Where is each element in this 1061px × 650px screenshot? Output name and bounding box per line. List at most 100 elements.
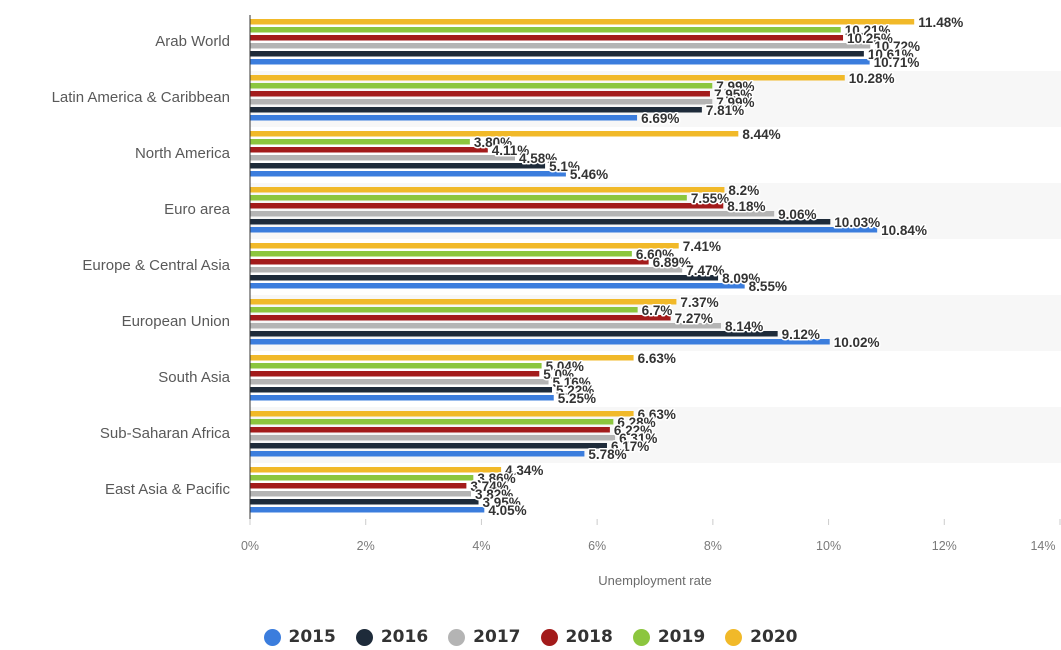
bar-2019[interactable] [250, 139, 470, 145]
legend: 2015 2016 2017 2018 2019 2020 [0, 624, 1061, 650]
legend-label: 2017 [473, 627, 521, 647]
bar-2019[interactable] [250, 475, 474, 481]
bar-2019[interactable] [250, 307, 638, 313]
tick-label: 0% [241, 539, 259, 553]
bar-2020[interactable] [250, 243, 679, 249]
bar-2019[interactable] [250, 419, 614, 425]
bar-2018[interactable] [250, 315, 671, 321]
category-label: Latin America & Caribbean [52, 89, 230, 106]
bar-2015[interactable] [250, 395, 554, 401]
bar-2016[interactable] [250, 443, 607, 449]
bar-2020[interactable] [250, 131, 739, 137]
bar-2020[interactable] [250, 411, 634, 417]
data-label: 6.7% [642, 303, 673, 318]
bar-2017[interactable] [250, 155, 515, 161]
x-axis-title: Unemployment rate [598, 573, 711, 588]
data-label: 5.04% [546, 359, 584, 374]
bar-2016[interactable] [250, 163, 546, 169]
bar-2018[interactable] [250, 147, 488, 153]
tick-label: 6% [588, 539, 606, 553]
category-label: South Asia [158, 369, 230, 386]
bar-2018[interactable] [250, 427, 610, 433]
bar-2019[interactable] [250, 195, 687, 201]
bar-2019[interactable] [250, 27, 841, 33]
data-label: 7.47% [686, 263, 724, 278]
bar-2018[interactable] [250, 35, 844, 41]
data-label: 6.31% [619, 431, 657, 446]
category-label: North America [135, 145, 231, 162]
bars-group [250, 19, 915, 513]
bar-2018[interactable] [250, 203, 724, 209]
data-label: 10.02% [834, 335, 880, 350]
data-label: 7.99% [716, 95, 754, 110]
bar-2020[interactable] [250, 299, 677, 305]
bar-2015[interactable] [250, 507, 485, 513]
data-label: 6.22% [614, 423, 652, 438]
data-label: 8.55% [749, 279, 787, 294]
bar-2020[interactable] [250, 187, 725, 193]
bar-2020[interactable] [250, 19, 915, 25]
legend-label: 2019 [657, 627, 706, 647]
category-label: Arab World [155, 33, 230, 50]
category-label: East Asia & Pacific [105, 481, 231, 498]
bar-2017[interactable] [250, 435, 616, 441]
bar-2018[interactable] [250, 91, 710, 97]
data-label: 8.44% [742, 127, 780, 142]
data-label: 6.60% [636, 247, 674, 262]
bar-2020[interactable] [250, 355, 634, 361]
bar-2015[interactable] [250, 59, 870, 65]
bar-2016[interactable] [250, 499, 479, 505]
data-label: 3.80% [474, 135, 512, 150]
bar-2019[interactable] [250, 83, 713, 89]
bar-2018[interactable] [250, 371, 540, 377]
data-label: 10.28% [849, 71, 895, 86]
legend-item-2015[interactable]: 2015 [263, 627, 336, 647]
bar-2016[interactable] [250, 219, 831, 225]
data-label: 7.41% [683, 239, 721, 254]
bar-2017[interactable] [250, 211, 775, 217]
data-labels: 11.48% 10.21%10.25%10.72%10.61%10.71%10.2… [469, 14, 965, 520]
bar-2015[interactable] [250, 339, 830, 345]
bar-2015[interactable] [250, 227, 878, 233]
legend-item-2019[interactable]: 2019 [632, 627, 706, 647]
bar-2018[interactable] [250, 483, 467, 489]
data-label: 9.12% [782, 327, 820, 342]
data-label: 5.16% [553, 375, 591, 390]
bar-2017[interactable] [250, 99, 713, 105]
legend-item-2018[interactable]: 2018 [540, 627, 613, 647]
bar-2016[interactable] [250, 387, 553, 393]
data-label: 7.95% [714, 87, 752, 102]
bar-chart: Arab World Latin America & Caribbean North… [52, 14, 1061, 588]
data-label: 7.55% [691, 191, 729, 206]
bar-2018[interactable] [250, 259, 649, 265]
legend-item-2020[interactable]: 2020 [725, 627, 797, 647]
bar-2020[interactable] [250, 75, 845, 81]
legend-dot [632, 628, 650, 646]
data-label: 10.72% [874, 39, 920, 54]
bar-2017[interactable] [250, 267, 683, 273]
bar-2016[interactable] [250, 275, 719, 281]
data-label: 6.63% [638, 351, 676, 366]
bar-2016[interactable] [250, 331, 778, 337]
bar-2017[interactable] [250, 43, 871, 49]
bar-2020[interactable] [250, 467, 502, 473]
data-label: 10.25% [847, 31, 893, 46]
bar-2016[interactable] [250, 51, 864, 57]
bar-2017[interactable] [250, 491, 472, 497]
bar-2017[interactable] [250, 379, 549, 385]
bar-2017[interactable] [250, 323, 721, 329]
category-labels: Arab World Latin America & Caribbean North… [52, 33, 231, 498]
bar-2019[interactable] [250, 251, 632, 257]
legend-dot [540, 628, 558, 646]
bar-2015[interactable] [250, 283, 745, 289]
bar-2016[interactable] [250, 107, 702, 113]
bar-2015[interactable] [250, 171, 566, 177]
tick-label: 8% [704, 539, 722, 553]
bar-2019[interactable] [250, 363, 542, 369]
legend-label: 2020 [750, 627, 798, 647]
legend-label: 2015 [288, 627, 336, 647]
bar-2015[interactable] [250, 115, 638, 121]
legend-item-2016[interactable]: 2016 [355, 627, 428, 647]
legend-item-2017[interactable]: 2017 [448, 627, 521, 647]
bar-2015[interactable] [250, 451, 585, 457]
